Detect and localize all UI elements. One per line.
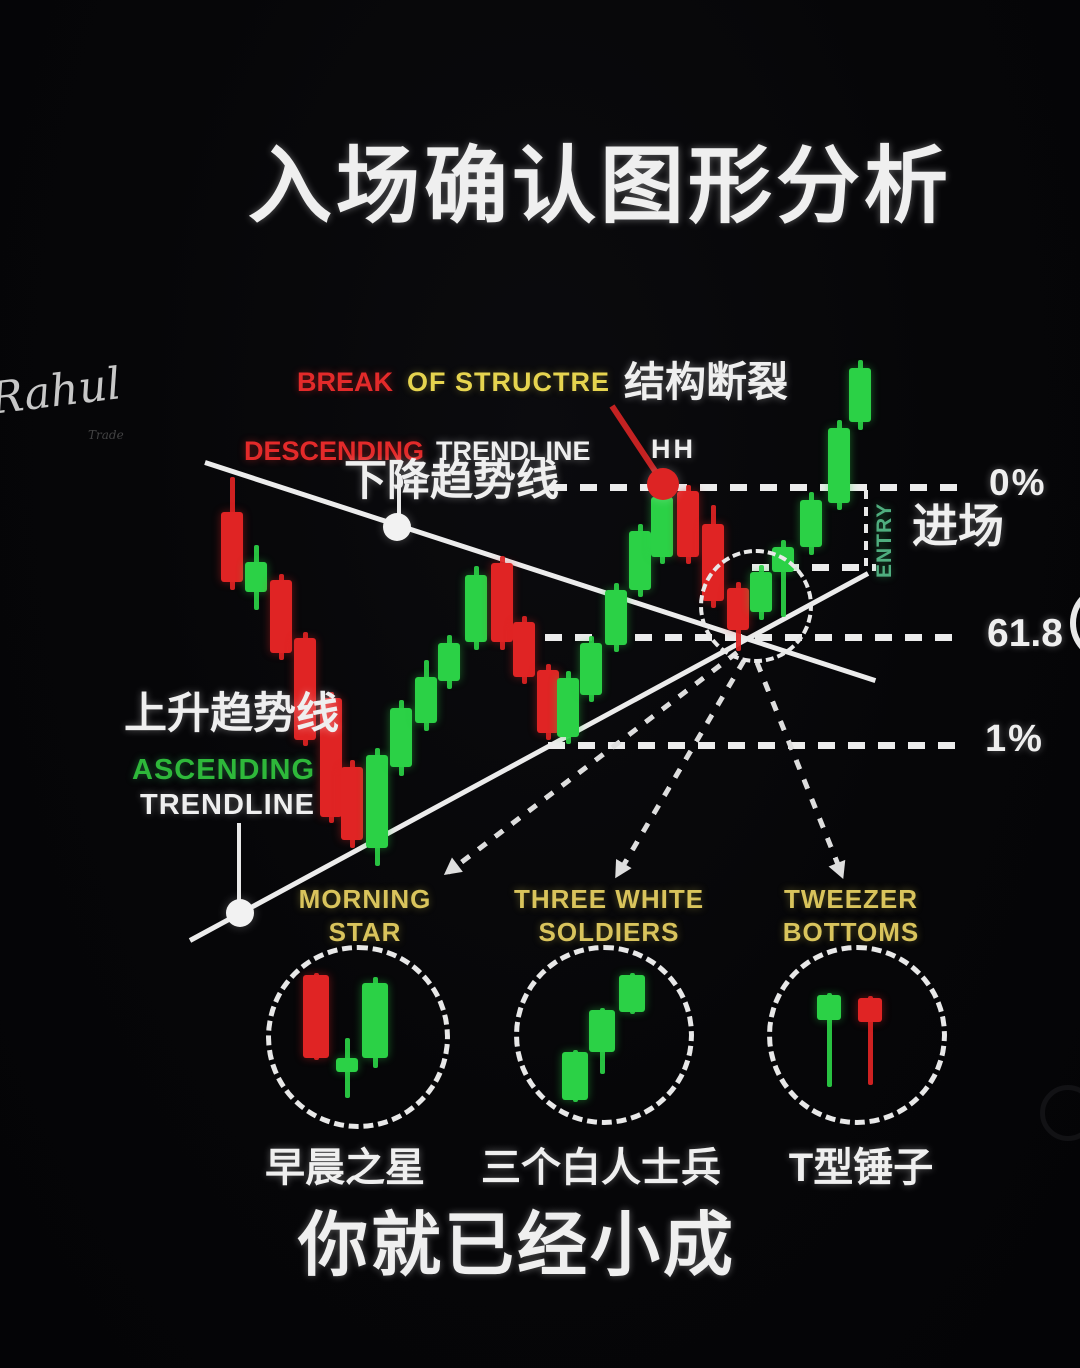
level-line-entry [752, 563, 876, 571]
connector-asc-label-tick [237, 823, 241, 903]
tweezer-bottoms-label-cn: T型锤子 [788, 1146, 934, 1190]
dot-descending-touch [383, 513, 411, 541]
candle-body [580, 643, 602, 695]
candle-body [828, 428, 850, 503]
faint-logo-watermark [1040, 1085, 1080, 1141]
arrowhead-icon [607, 859, 632, 883]
dot-hh-marker [647, 468, 679, 500]
candle-body [800, 500, 822, 547]
three-white-soldiers-label-cn: 三个白人士兵 [481, 1146, 721, 1190]
three-white-soldiers-label-line2: SOLDIERS [538, 917, 680, 947]
morning-star-label-line2: STAR [328, 917, 402, 947]
candle-body [849, 368, 871, 422]
candle-body [629, 531, 651, 590]
candle-body [651, 497, 673, 557]
circle-three-soldiers-circle [514, 945, 694, 1125]
morning-star-label-line1: MORNING [298, 884, 432, 914]
candle-body [294, 638, 316, 740]
candle-body [677, 491, 699, 557]
ascending-word: ASCENDING [132, 754, 316, 786]
page-title: 入场确认图形分析 [247, 139, 953, 233]
candle-body [245, 562, 267, 592]
candle-body [270, 580, 292, 653]
watermark-subtext: Trade [88, 428, 124, 442]
candle-body [605, 590, 627, 645]
candle-body [537, 670, 559, 733]
connector-entry-bracket [864, 490, 868, 566]
circle-tweezer-circle [767, 945, 947, 1125]
descending-trendline-label-cn: 下降趋势线 [344, 457, 559, 505]
fib-618-label: 61.8 [987, 612, 1063, 655]
circle-entry-pattern-circle [699, 549, 813, 663]
candle-body [366, 755, 388, 848]
level-line-fib1 [548, 741, 958, 749]
break-cn: 结构断裂 [624, 358, 789, 405]
descending-trendline-label: DESCENDING TRENDLINE [244, 438, 591, 465]
candle-body [513, 622, 535, 677]
ascending-trendline-label-cn: 上升趋势线 [124, 690, 339, 738]
descending-rest: TRENDLINE [436, 436, 591, 466]
break-of-structure-label: BREAK OF STRUCTRE 结构断裂 [297, 358, 788, 406]
arrowhead-icon [829, 859, 853, 882]
candle-body [415, 677, 437, 723]
ascending-rest: TRENDLINE [140, 789, 315, 821]
candle-body [438, 643, 460, 681]
dot-ascending-touch [226, 899, 254, 927]
break-word: BREAK [297, 366, 394, 397]
descending-word: DESCENDING [244, 436, 425, 466]
circle-fib-edge-ring [1070, 584, 1080, 662]
candle-body [341, 767, 363, 840]
entry-label-en: ENTRY [873, 502, 896, 578]
level-1-label: 1% [985, 718, 1044, 760]
tweezer-bottoms-label-line2: BOTTOMS [782, 917, 920, 947]
tweezer-bottoms-label-line1: TWEEZER [783, 884, 919, 914]
pattern-arrow-to-tweezer-bottoms [754, 661, 853, 882]
candle-body [390, 708, 412, 767]
level-line-fib0 [550, 483, 962, 491]
arrowhead-icon [438, 857, 464, 883]
morning-star-label-cn: 早晨之星 [265, 1146, 425, 1190]
candle-body [221, 512, 243, 582]
level-0-label: 0% [989, 462, 1047, 503]
connector-desc-dot-tick [397, 474, 401, 516]
entry-label-cn: 进场 [912, 500, 1004, 552]
higher-high-label: HH [651, 434, 696, 464]
circle-morning-star-circle [266, 945, 450, 1129]
candle-body [320, 698, 342, 817]
candle-body [465, 575, 487, 642]
candle-body [557, 678, 579, 737]
break-rest: OF STRUCTRE [407, 366, 611, 397]
subtitle-caption: 你就已经小成 [298, 1206, 736, 1284]
candle-body [491, 563, 513, 642]
three-white-soldiers-label-line1: THREE WHITE [513, 884, 705, 914]
